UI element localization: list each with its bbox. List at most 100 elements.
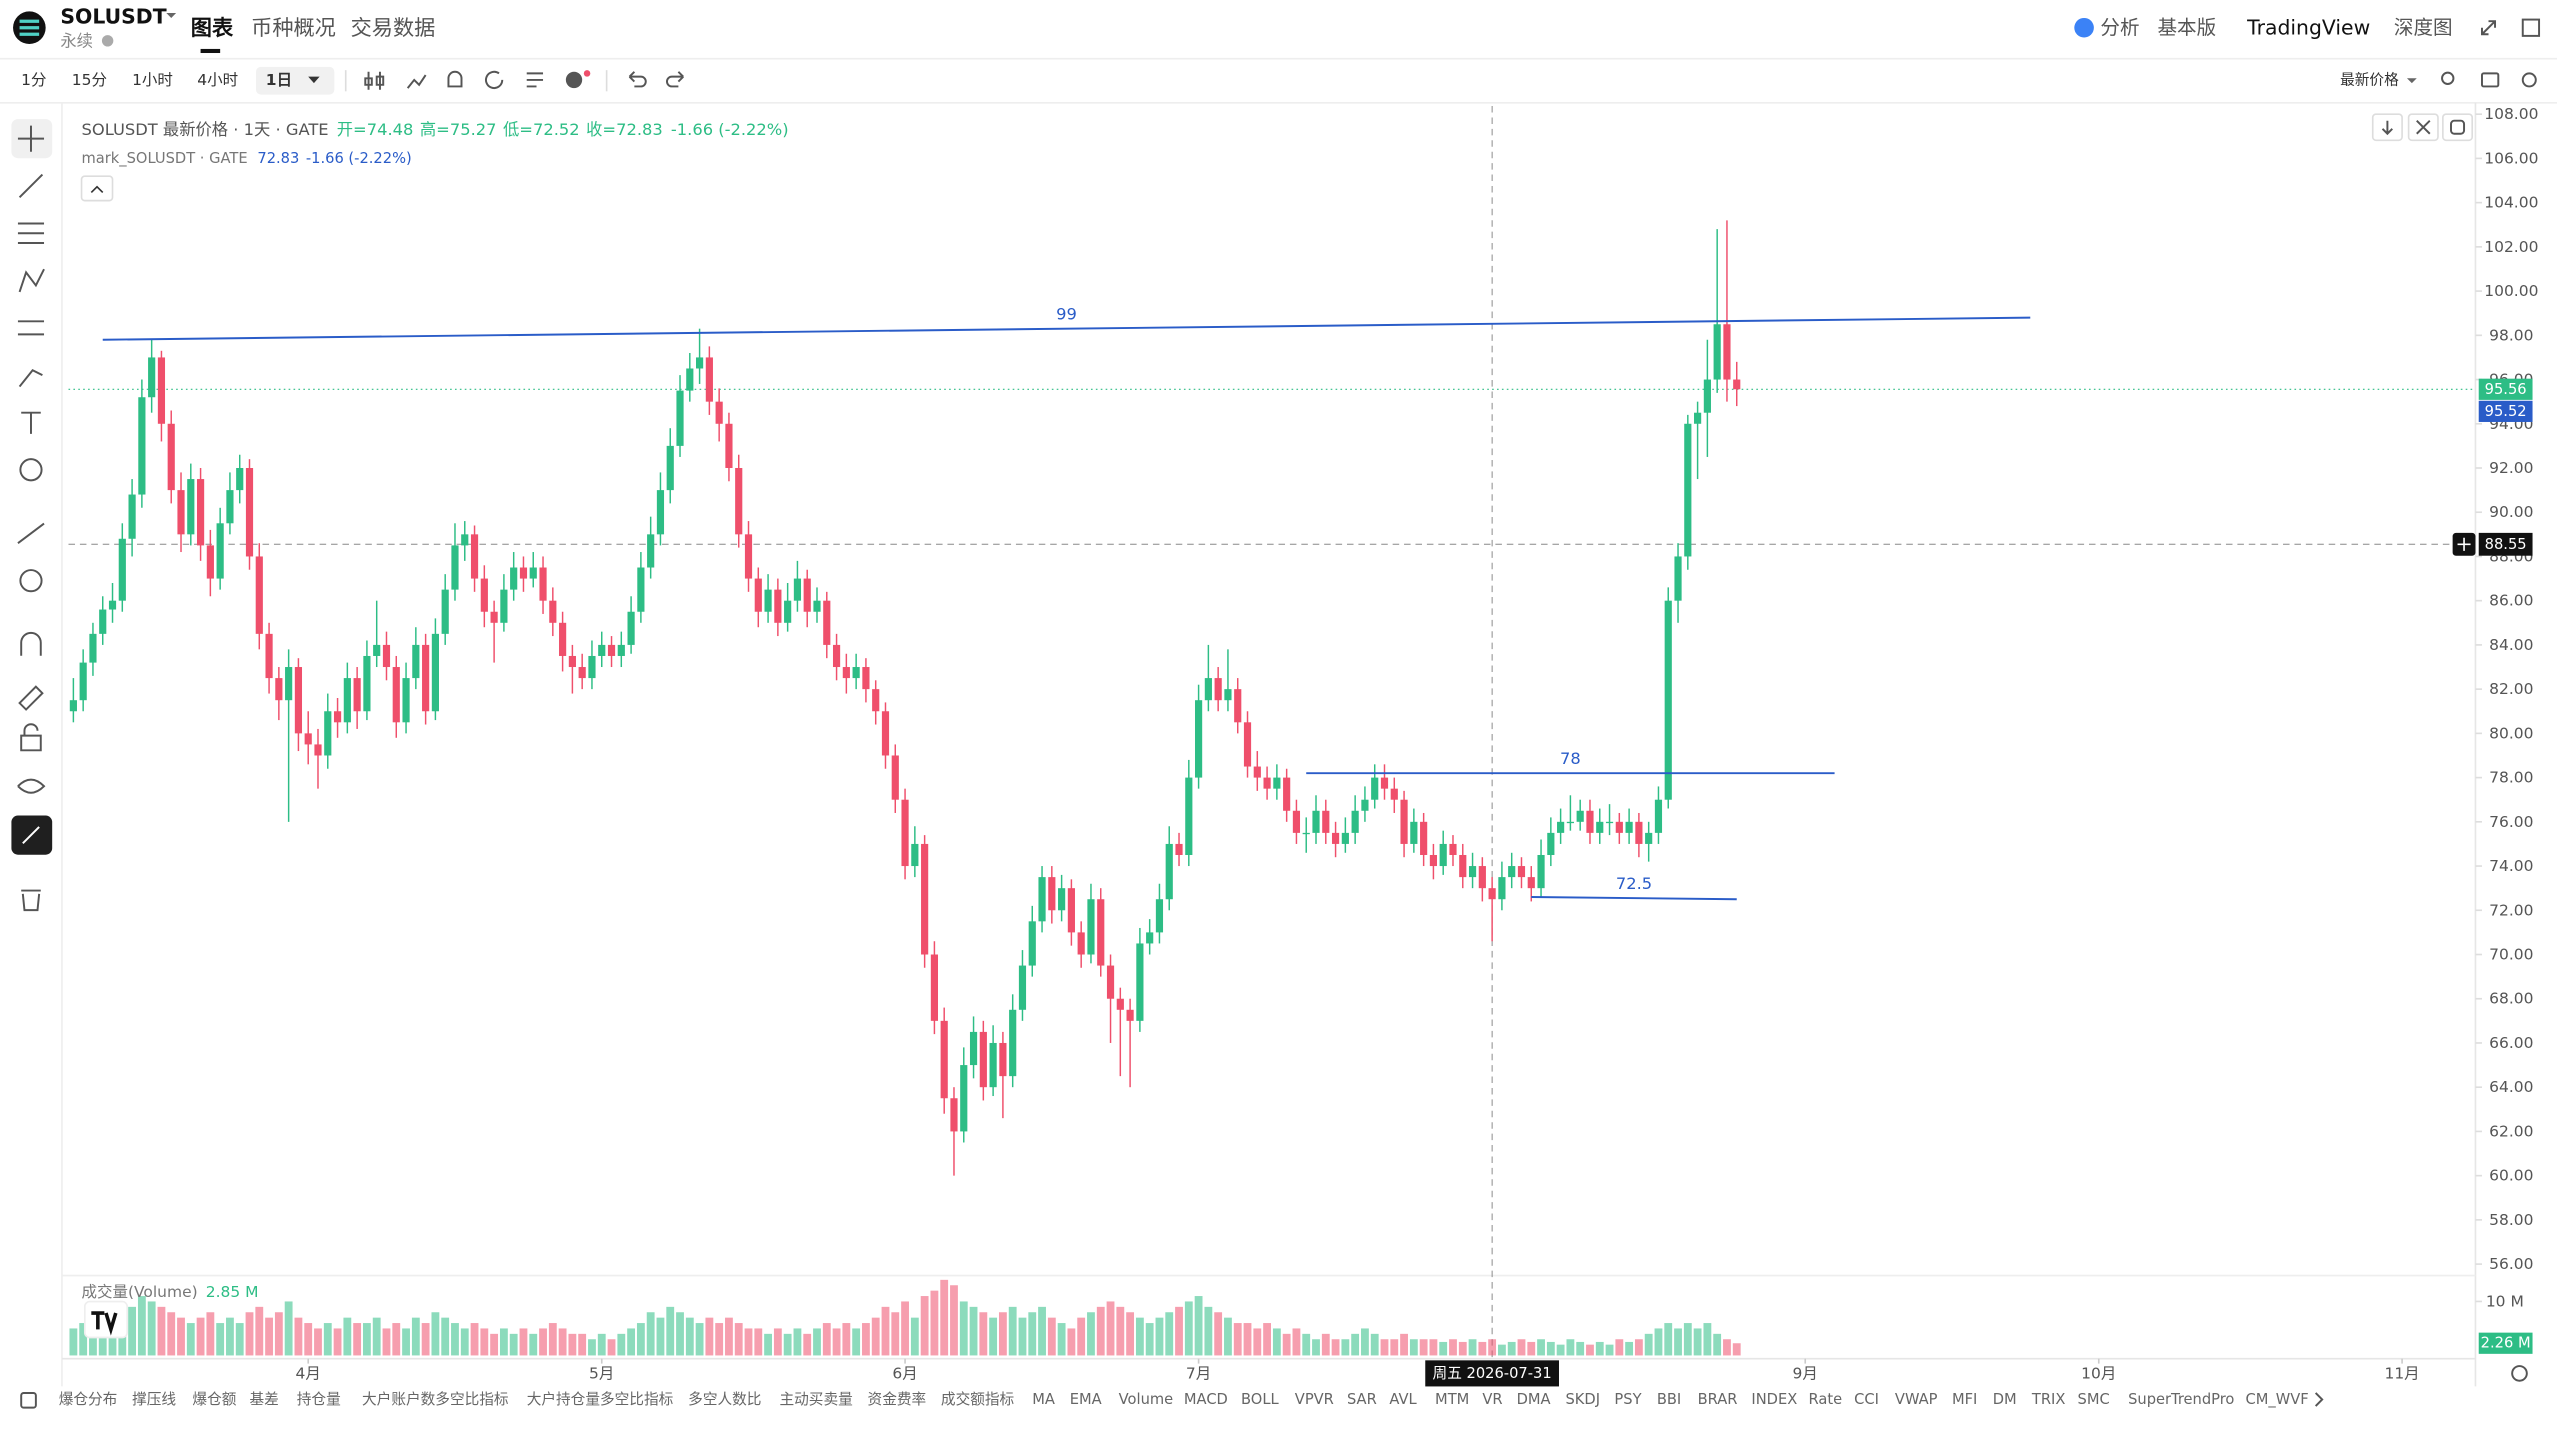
indicator-tab[interactable]: 爆仓分布 <box>59 1391 118 1408</box>
tool-icon[interactable] <box>17 522 45 544</box>
trend-line[interactable] <box>102 316 2031 341</box>
indicator-tab[interactable]: VR <box>1482 1391 1502 1408</box>
volume-bar <box>636 1323 645 1356</box>
indicator-tab[interactable]: MA <box>1032 1391 1055 1408</box>
legend-close: 收=72.83 <box>586 119 663 138</box>
indicator-tab[interactable]: 爆仓额 <box>192 1391 236 1408</box>
volume-bar <box>265 1317 273 1356</box>
indicator-tab[interactable]: Volume <box>1119 1391 1174 1408</box>
tab[interactable]: 图表 <box>191 15 234 40</box>
indicator-tab[interactable]: 撑压线 <box>132 1391 176 1408</box>
indicator-tab[interactable]: 主动买卖量 <box>779 1391 852 1408</box>
indicator-tab[interactable]: SuperTrendPro <box>2128 1391 2234 1408</box>
indicator-tab[interactable]: 基差 <box>250 1391 279 1408</box>
tab[interactable]: 币种概况 <box>251 15 336 40</box>
collapse-button[interactable] <box>80 175 114 202</box>
window-icon[interactable] <box>2521 18 2541 37</box>
nav-link[interactable]: 基本版 <box>2157 16 2216 39</box>
tool-icon[interactable] <box>21 411 41 434</box>
indicator-tab[interactable]: SMC <box>2078 1391 2110 1408</box>
indicator-tab[interactable]: EMA <box>1070 1391 1102 1408</box>
expand-icon[interactable] <box>2481 20 2497 36</box>
price-type-caret[interactable] <box>2406 78 2417 84</box>
tool-icon[interactable] <box>21 889 41 912</box>
tool-icon[interactable] <box>20 723 42 752</box>
candle-body <box>881 711 890 756</box>
indicator-tab[interactable]: VWAP <box>1895 1391 1938 1408</box>
tab[interactable]: 交易数据 <box>351 15 436 40</box>
tool-icon[interactable] <box>17 320 45 336</box>
layout-icon[interactable] <box>526 72 544 88</box>
search-icon[interactable] <box>2441 71 2455 85</box>
tool-icon[interactable] <box>18 268 45 293</box>
indicator-tab[interactable]: PSY <box>1614 1391 1641 1408</box>
tool-icon[interactable] <box>19 458 43 482</box>
indicator-menu-icon[interactable] <box>20 1391 37 1409</box>
nav-link[interactable]: 分析 <box>2100 16 2139 39</box>
indicator-tab[interactable]: AVL <box>1389 1391 1417 1408</box>
pane-reset[interactable] <box>2442 113 2474 142</box>
interval[interactable]: 15分 <box>72 71 107 89</box>
interval[interactable]: 4小时 <box>197 71 238 89</box>
candle-body <box>940 1020 948 1099</box>
tool-icon[interactable] <box>22 826 40 844</box>
indicator-tab[interactable]: Rate <box>1808 1391 1842 1408</box>
indicator-tab[interactable]: BBI <box>1657 1391 1681 1408</box>
indicator-tab[interactable]: INDEX <box>1751 1391 1797 1408</box>
alert-icon[interactable] <box>447 70 463 88</box>
tool-icon[interactable] <box>19 569 43 593</box>
interval[interactable]: 1分 <box>21 71 46 89</box>
indicator-tab[interactable]: 资金费率 <box>868 1391 927 1408</box>
add-icon[interactable] <box>565 71 583 89</box>
candle-body <box>1410 821 1418 844</box>
tool-icon[interactable] <box>18 369 43 388</box>
candle-body <box>392 667 400 723</box>
volume-bar <box>1458 1341 1467 1356</box>
nav-link[interactable]: TradingView <box>2246 16 2370 40</box>
indicator-tab[interactable]: BRAR <box>1698 1391 1738 1408</box>
indicator-tab[interactable]: 成交额指标 <box>941 1390 1015 1408</box>
time-settings[interactable] <box>2511 1365 2528 1382</box>
indicator-tab[interactable]: BOLL <box>1241 1391 1279 1408</box>
indicator-tab[interactable]: MFI <box>1952 1391 1977 1408</box>
indicator-tab[interactable]: SAR <box>1347 1391 1377 1408</box>
indicator-tab[interactable]: CM_WVF <box>2246 1391 2309 1408</box>
tool-icon[interactable] <box>17 125 45 152</box>
indicator-tab[interactable]: MTM <box>1435 1391 1469 1408</box>
tool-icon[interactable] <box>17 222 45 245</box>
nav-link[interactable]: 深度图 <box>2394 16 2453 39</box>
settings-icon[interactable] <box>2521 72 2537 88</box>
info-icon[interactable] <box>101 35 114 47</box>
indicator-tab[interactable]: 大户账户数多空比指标 <box>362 1391 509 1408</box>
indicator-tab[interactable]: TRIX <box>2031 1391 2065 1408</box>
undo-icon[interactable] <box>628 71 647 88</box>
interval[interactable]: 1小时 <box>132 71 173 89</box>
camera-icon[interactable] <box>2481 72 2500 88</box>
indicator-tab[interactable]: MACD <box>1184 1391 1228 1408</box>
indicator-tab[interactable]: CCI <box>1854 1391 1879 1408</box>
symbol[interactable]: SOLUSDT <box>60 4 166 28</box>
trend-line[interactable] <box>1531 896 1737 901</box>
legend-low: 低=72.52 <box>503 119 580 138</box>
price-type[interactable]: 最新价格 <box>2340 71 2399 88</box>
x-tick-label: 4月 <box>296 1364 321 1382</box>
indicator-next[interactable] <box>2314 1392 2324 1407</box>
tool-icon[interactable] <box>18 685 44 711</box>
interval-caret[interactable] <box>308 76 320 84</box>
tool-icon[interactable] <box>20 631 42 656</box>
indicator-tab[interactable]: 持仓量 <box>297 1391 341 1408</box>
candle-type-icon[interactable] <box>364 71 385 90</box>
indicator-icon[interactable] <box>406 74 427 89</box>
tool-icon[interactable] <box>17 778 46 794</box>
indicator-tab[interactable]: VPVR <box>1295 1391 1334 1408</box>
indicator-tab[interactable]: 大户持仓量多空比指标 <box>527 1391 674 1408</box>
redo-icon[interactable] <box>666 71 684 88</box>
replay-icon[interactable] <box>484 70 504 89</box>
tool-icon[interactable] <box>18 173 44 199</box>
indicator-tab[interactable]: DMA <box>1517 1391 1551 1408</box>
x-tick-label: 11月 <box>2384 1364 2419 1382</box>
interval[interactable]: 1日 <box>266 71 292 89</box>
indicator-tab[interactable]: 多空人数比 <box>688 1391 761 1408</box>
indicator-tab[interactable]: DM <box>1993 1391 2017 1408</box>
indicator-tab[interactable]: SKDJ <box>1566 1391 1601 1408</box>
